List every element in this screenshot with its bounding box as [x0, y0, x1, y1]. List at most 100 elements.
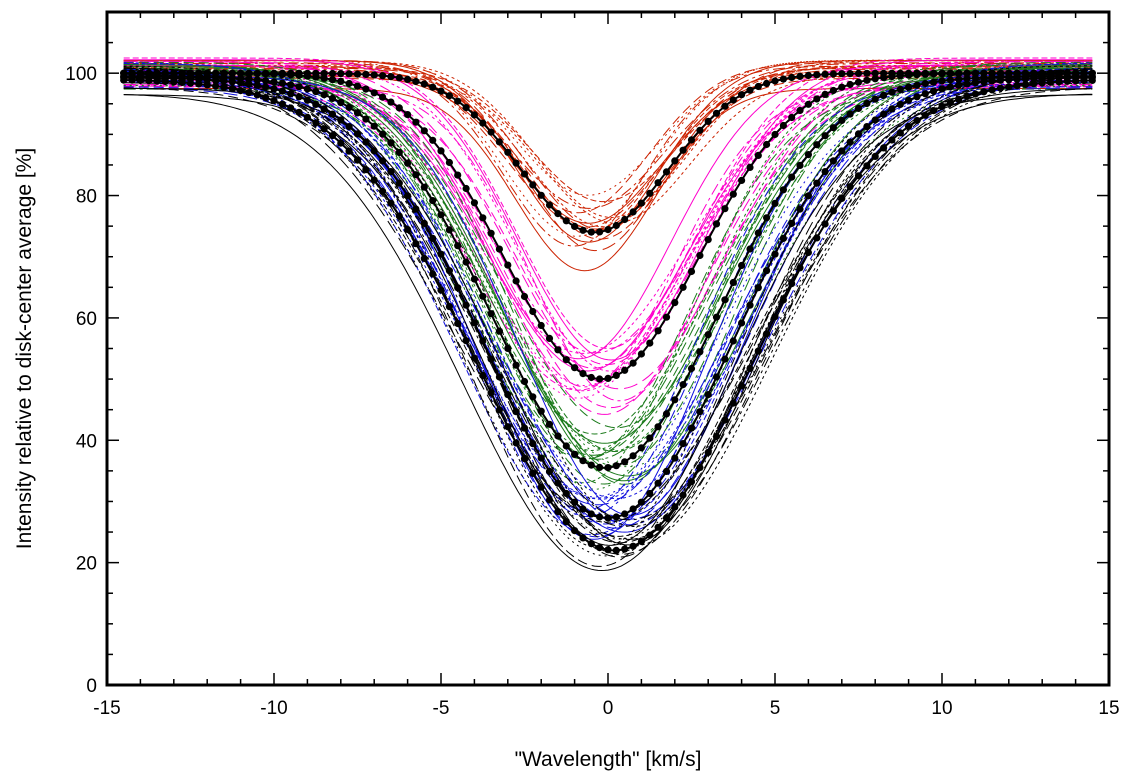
mean-profile-point [854, 78, 863, 86]
mean-profile-point [871, 152, 879, 160]
mean-profile-point [896, 85, 904, 94]
mean-profile-point [612, 546, 620, 555]
mean-profile-point [896, 100, 904, 108]
mean-profile-point [880, 91, 888, 99]
mean-profile-point [554, 432, 562, 440]
mean-profile-point [379, 130, 387, 138]
mean-profile-point [779, 75, 788, 83]
y-tick-label: 80 [76, 187, 97, 208]
profile-curve [123, 70, 1093, 533]
mean-profile-point [445, 303, 453, 311]
mean-profile-point [345, 103, 353, 111]
profile-curve [123, 65, 1093, 482]
mean-profile-point [571, 222, 579, 230]
mean-profile-point [838, 194, 846, 202]
mean-profile-point [754, 347, 762, 355]
mean-profile-point [520, 455, 529, 463]
x-tick-label: -5 [433, 698, 450, 719]
mean-profile-point [454, 284, 462, 292]
mean-profile-point [621, 510, 629, 518]
mean-profile-point [654, 479, 662, 487]
mean-profile-point [746, 245, 754, 253]
mean-profile-point [262, 77, 270, 85]
mean-profile-point [821, 220, 829, 228]
profile-curve [123, 63, 1093, 460]
mean-profile-point [729, 337, 737, 345]
mean-profile-point [679, 491, 687, 499]
mean-profile-point [712, 373, 721, 381]
mean-profile-point [671, 299, 679, 307]
mean-profile-point [687, 364, 696, 373]
mean-profile-point [654, 423, 662, 431]
mean-profile-point [353, 70, 362, 78]
mean-profile-point [1030, 80, 1038, 88]
mean-profile-point [303, 113, 311, 121]
mean-profile-point [738, 261, 746, 270]
mean-profile-point [353, 156, 362, 164]
profile-curve [123, 93, 1093, 572]
mean-profile-point [571, 364, 579, 372]
profile-curve [123, 87, 1093, 544]
mean-profile-point [512, 159, 520, 167]
mean-profile-point [278, 70, 286, 79]
mean-profile-point [161, 77, 169, 86]
profile-curve [123, 75, 1093, 516]
mean-profile-point [395, 74, 403, 82]
mean-profile-point [679, 146, 687, 154]
mean-profile-point [270, 85, 278, 93]
mean-profile-point [854, 104, 863, 112]
mean-profile-point [362, 115, 370, 123]
profile-curve [123, 85, 1093, 468]
mean-profile-point [946, 99, 955, 107]
mean-profile-point [445, 267, 453, 275]
mean-profile-point [562, 356, 570, 364]
mean-profile-point [479, 292, 487, 300]
mean-profile-point [320, 125, 328, 133]
plot-frame [105, 10, 1111, 687]
mean-profile-point [629, 452, 637, 460]
mean-profile-point [454, 319, 462, 328]
mean-profile-point [437, 147, 445, 155]
mean-profile-point [537, 407, 545, 415]
mean-profile-point [412, 118, 420, 126]
profile-curve [123, 66, 1093, 203]
mean-profile-point [721, 296, 729, 304]
mean-profile-point [796, 72, 804, 80]
mean-profile-point [771, 313, 779, 321]
mean-profile-point [362, 166, 370, 174]
mean-profile-point [303, 72, 311, 80]
mean-profile-point [203, 76, 211, 84]
mean-profile-point [821, 70, 829, 78]
profile-curve [123, 73, 1093, 467]
mean-profile-point [1013, 75, 1021, 83]
mean-profile-point [579, 370, 587, 378]
mean-profile-point [445, 158, 453, 167]
mean-profile-point [228, 85, 236, 93]
mean-profile-point [429, 270, 437, 278]
profile-curve [123, 61, 1093, 429]
mean-profile-point [846, 70, 854, 78]
mean-profile-point [1072, 77, 1080, 85]
mean-profile-point [921, 70, 929, 78]
mean-profile-point [671, 157, 679, 165]
profile-curve [123, 65, 1093, 372]
mean-profile-point [721, 416, 729, 424]
mean-profile-point [704, 117, 712, 125]
profile-curve [123, 67, 1093, 456]
mean-profile-point [470, 319, 478, 327]
mean-profile-point [704, 331, 712, 339]
mean-profile-point [262, 83, 270, 91]
mean-profile-point [520, 424, 529, 432]
mean-profile-point [704, 236, 712, 244]
mean-profile-point [687, 136, 696, 144]
mean-profile-point [429, 136, 437, 144]
mean-profile-point [562, 217, 570, 225]
mean-profile-point [1080, 77, 1088, 85]
profile-curve [123, 60, 1093, 390]
mean-profile-point [337, 70, 345, 78]
mean-profile-point [270, 78, 278, 86]
mean-profile-point [145, 77, 153, 85]
mean-profile-point [604, 514, 612, 522]
mean-profile-point [946, 83, 955, 91]
mean-profile-point [337, 77, 345, 85]
